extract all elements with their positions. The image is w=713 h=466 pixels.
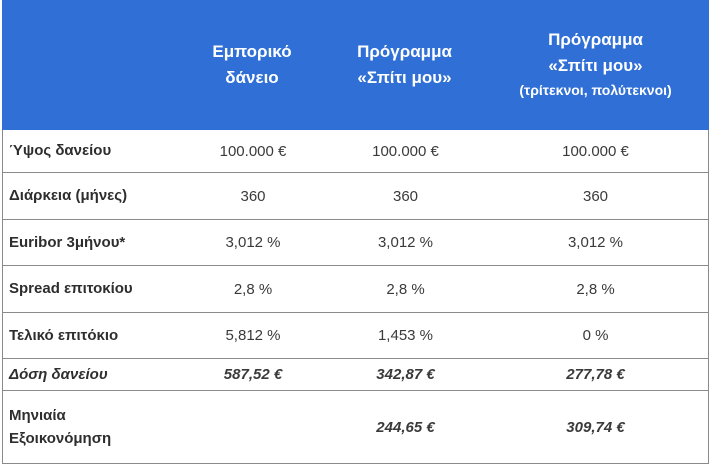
cell-spiti-mou-large: 309,74 €: [566, 418, 625, 436]
header-col1-line1: Εμπορικό: [212, 41, 292, 61]
cell-commercial: 2,8 %: [233, 280, 273, 298]
cell-spiti-mou-large: 360: [582, 187, 609, 205]
row-label-line1: Μηνιαία: [9, 406, 66, 424]
cell-commercial: 5,812 %: [225, 327, 281, 344]
row-label-line2: Εξοικονόμηση: [9, 430, 112, 447]
header-col3-line2: «Σπίτι μου»: [548, 56, 643, 76]
cell-commercial: 100.000 €: [219, 142, 287, 160]
header-commercial-loan: Εμπορικό δάνειο: [177, 0, 327, 130]
header-spiti-mou-large-families: Πρόγραμμα «Σπίτι μου» (τρίτεκνοι, πολύτε…: [482, 0, 709, 130]
header-col2-line2: «Σπίτι μου»: [357, 68, 452, 87]
table-row: Δόση δανείου 587,52 € 342,87 € 277,78 €: [2, 359, 709, 391]
header-col3-line3: (τρίτεκνοι, πολύτεκνοι): [519, 82, 672, 99]
cell-spiti-mou: 360: [392, 187, 419, 205]
row-label: Μηνιαία Εξοικονόμηση: [9, 391, 179, 463]
row-label: Διάρκεια (μήνες): [9, 187, 128, 205]
header-spiti-mou: Πρόγραμμα «Σπίτι μου»: [327, 0, 482, 130]
table-body: Ύψος δανείου 100.000 € 100.000 € 100.000…: [2, 130, 709, 464]
cell-spiti-mou: 3,012 %: [377, 234, 434, 251]
table-row: Euribor 3μήνου* 3,012 % 3,012 % 3,012 %: [2, 220, 709, 266]
header-col2-line1: Πρόγραμμα: [357, 41, 452, 61]
cell-spiti-mou-large: 0 %: [582, 327, 609, 344]
cell-spiti-mou-large: 100.000 €: [562, 142, 629, 160]
table-row: Τελικό επιτόκιο 5,812 % 1,453 % 0 %: [2, 313, 709, 359]
cell-spiti-mou-large: 2,8 %: [576, 280, 615, 298]
cell-spiti-mou-large: 277,78 €: [566, 366, 625, 383]
row-label: Spread επιτοκίου: [9, 280, 133, 298]
header-col3-line1: Πρόγραμμα: [548, 29, 643, 49]
table-header: Εμπορικό δάνειο Πρόγραμμα «Σπίτι μου» Πρ…: [2, 0, 709, 130]
cell-spiti-mou: 2,8 %: [386, 280, 425, 298]
cell-commercial: [178, 391, 328, 463]
table-row: Ύψος δανείου 100.000 € 100.000 € 100.000…: [2, 130, 709, 173]
row-label: Euribor 3μήνου*: [9, 233, 126, 251]
header-col1-line2: δάνειο: [225, 68, 279, 87]
cell-spiti-mou: 100.000 €: [372, 142, 439, 160]
row-label: Ύψος δανείου: [9, 142, 112, 160]
row-label: Δόση δανείου: [9, 365, 108, 383]
cell-commercial: 360: [240, 187, 266, 205]
cell-commercial: 587,52 €: [223, 366, 283, 383]
cell-spiti-mou: 1,453 %: [377, 327, 434, 344]
cell-spiti-mou: 244,65 €: [376, 418, 435, 436]
table-row: Μηνιαία Εξοικονόμηση 244,65 € 309,74 €: [2, 391, 709, 464]
table-row: Spread επιτοκίου 2,8 % 2,8 % 2,8 %: [2, 266, 709, 313]
row-label: Τελικό επιτόκιο: [9, 326, 119, 344]
table-row: Διάρκεια (μήνες) 360 360 360: [2, 173, 709, 220]
cell-spiti-mou-large: 3,012 %: [567, 234, 624, 251]
cell-spiti-mou: 342,87 €: [376, 366, 435, 383]
cell-commercial: 3,012 %: [225, 234, 281, 251]
